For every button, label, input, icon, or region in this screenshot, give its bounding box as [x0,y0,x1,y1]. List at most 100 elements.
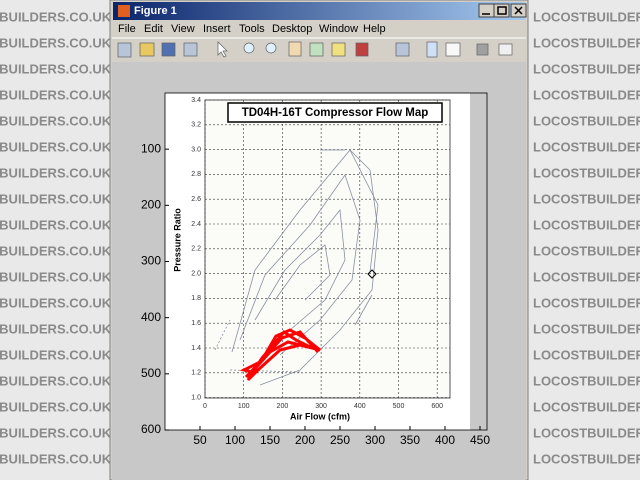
x-tick-label: 300 [365,433,385,447]
image-x-tick-label: 500 [393,403,405,410]
watermark-text: LOCOSTBUILDERS.CO.UK [533,191,640,206]
watermark-text: LOCOSTBUILDERS.CO.UK [0,113,112,128]
x-tick-label: 200 [295,433,315,447]
tool-legend[interactable] [445,42,461,57]
watermark-text: LOCOSTBUILDERS.CO.UK [0,425,112,440]
x-tick-label: 250 [330,433,350,447]
menu-item[interactable]: Edit [144,23,163,35]
watermark-text: LOCOSTBUILDERS.CO.UK [533,399,640,414]
x-tick-label: 100 [225,433,245,447]
image-x-tick-label: 0 [203,403,207,410]
image-y-tick-label: 3.0 [191,146,201,153]
image-title: TD04H-16T Compressor Flow Map [242,107,429,119]
watermark-text: LOCOSTBUILDERS.CO.UK [0,399,112,414]
menu-item[interactable]: Window [319,23,358,35]
menu-bar: File Edit View Insert Tools Desktop Window Help [118,23,386,35]
x-tick-label: 50 [193,433,207,447]
toolbar [117,41,513,58]
image-x-tick-label: 200 [277,403,289,410]
watermark-text: LOCOSTBUILDERS.CO.UK [533,61,640,76]
watermark-text: LOCOSTBUILDERS.CO.UK [0,191,112,206]
watermark-text: LOCOSTBUILDERS.CO.UK [0,61,112,76]
watermark-text: LOCOSTBUILDERS.CO.UK [533,451,640,466]
tool-select[interactable] [217,41,228,58]
x-tick-label: 450 [470,433,490,447]
tool-colorbar[interactable] [426,41,438,58]
image-y-tick-label: 2.4 [191,221,201,228]
image-y-tick-label: 2.6 [191,196,201,203]
menu-item[interactable]: Help [363,23,386,35]
watermark-text: LOCOSTBUILDERS.CO.UK [533,35,640,50]
image-xlabel: Air Flow (cfm) [290,411,350,421]
menu-item[interactable]: Insert [203,23,231,35]
tool-save[interactable] [161,42,176,57]
watermark-text: LOCOSTBUILDERS.CO.UK [0,243,112,258]
x-tick-label: 350 [400,433,420,447]
axes: 100 200 300 400 500 600 50 100 150 200 250 300 350 40… [141,141,490,447]
watermark-text: LOCOSTBUILDERS.CO.UK [0,217,112,232]
watermark-text: LOCOSTBUILDERS.CO.UK [533,347,640,362]
image-y-tick-label: 1.4 [191,345,201,352]
tool-pan[interactable] [288,41,302,57]
tool-brush[interactable] [355,42,369,57]
image-x-tick-label: 400 [354,403,366,410]
y-tick-label: 400 [141,310,161,324]
watermark-text: LOCOSTBUILDERS.CO.UK [0,373,112,388]
image-title-box [227,102,443,123]
tool-dock[interactable] [498,43,513,56]
image-grid: 3.4 3.2 3.0 2.8 2.6 2.4 2.2 2.0 1.8 1.6 1.4 1.2 1.00… [191,97,450,410]
tool-print[interactable] [183,42,198,57]
image-y-tick-label: 2.8 [191,171,201,178]
watermark-text: LOCOSTBUILDERS.CO.UK [533,373,640,388]
watermark-text: LOCOSTBUILDERS.CO.UK [533,425,640,440]
tool-rotate[interactable] [309,42,324,57]
tool-hide[interactable] [476,43,489,56]
minimize-button[interactable] [478,3,495,18]
window-title: Figure 1 [134,5,177,17]
watermark-text: LOCOSTBUILDERS.CO.UK [533,217,640,232]
image-y-tick-label: 1.2 [191,370,201,377]
image-y-tick-label: 1.0 [191,394,201,401]
watermark-text: LOCOSTBUILDERS.CO.UK [0,87,112,102]
menu-item[interactable]: Tools [239,23,265,35]
tool-datacursor[interactable] [331,42,346,57]
watermark-text: LOCOSTBUILDERS.CO.UK [0,165,112,180]
watermark-text: LOCOSTBUILDERS.CO.UK [0,9,112,24]
y-tick-label: 100 [141,141,161,155]
watermark-text: LOCOSTBUILDERS.CO.UK [533,87,640,102]
watermark-text: LOCOSTBUILDERS.CO.UK [533,269,640,284]
app-icon [118,5,130,17]
watermark-text: LOCOSTBUILDERS.CO.UK [533,139,640,154]
menu-item[interactable]: File [118,23,136,35]
watermark-text: LOCOSTBUILDERS.CO.UK [0,451,112,466]
y-tick-label: 200 [141,198,161,212]
tool-zoom-out[interactable] [265,42,277,54]
image-ylabel: Pressure Ratio [172,208,182,272]
image-y-tick-label: 1.6 [191,320,201,327]
y-tick-label: 500 [141,366,161,380]
menu-item[interactable]: View [171,23,195,35]
image-y-tick-label: 1.8 [191,295,201,302]
window-buttons[interactable] [478,3,527,18]
watermark-text: LOCOSTBUILDERS.CO.UK [0,321,112,336]
menu-item[interactable]: Desktop [272,23,312,35]
tool-link[interactable] [395,42,410,57]
watermark: LOCOSTBUILDERS.CO.UK LOCOSTBUILDERS.CO.UK… [0,9,640,485]
image-y-tick-label: 3.2 [191,122,201,129]
x-tick-label: 150 [260,433,280,447]
watermark-text: LOCOSTBUILDERS.CO.UK [533,295,640,310]
x-tick-label: 400 [435,433,455,447]
tool-new[interactable] [117,42,132,58]
watermark-text: LOCOSTBUILDERS.CO.UK [533,113,640,128]
y-tick-label: 600 [141,422,161,436]
watermark-text: LOCOSTBUILDERS.CO.UK [533,9,640,24]
watermark-text: LOCOSTBUILDERS.CO.UK [533,243,640,258]
watermark-text: LOCOSTBUILDERS.CO.UK [0,295,112,310]
image-x-tick-label: 100 [238,403,250,410]
tool-zoom-in[interactable] [243,42,255,54]
image-y-tick-label: 2.0 [191,270,201,277]
watermark-text: LOCOSTBUILDERS.CO.UK [0,139,112,154]
tool-open[interactable] [139,42,155,57]
watermark-text: LOCOSTBUILDERS.CO.UK [533,165,640,180]
